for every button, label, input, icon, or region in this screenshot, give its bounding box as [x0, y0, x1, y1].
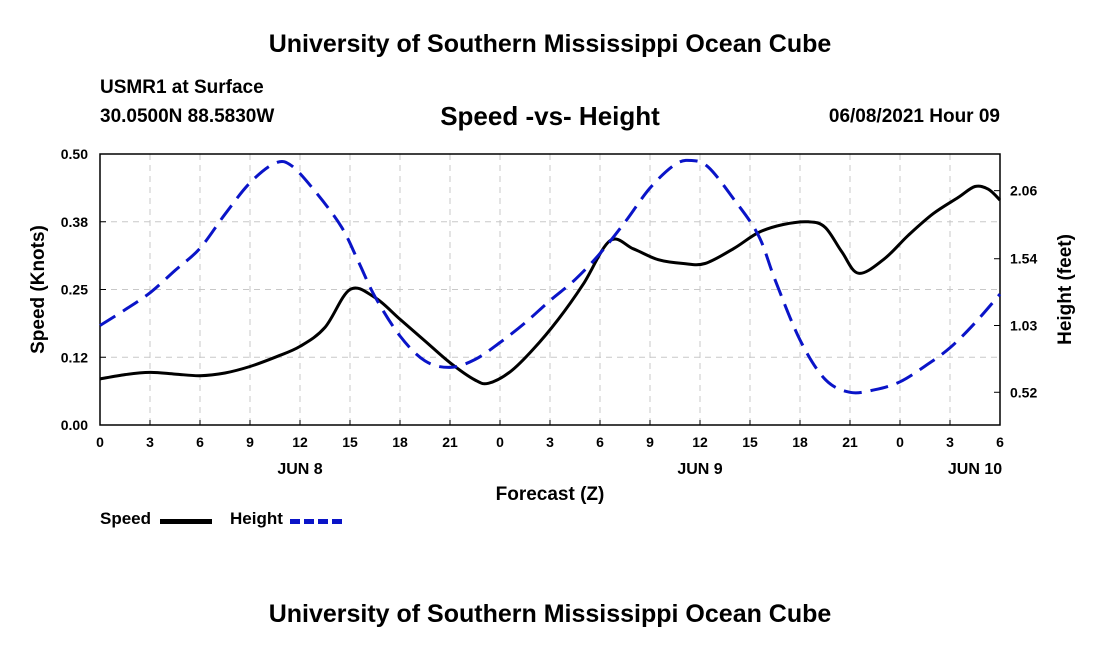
coordinates-label: 30.0500N 88.5830W: [100, 106, 275, 127]
x-tick-label: 0: [96, 434, 104, 450]
x-tick-label: 0: [896, 434, 904, 450]
y-tick-label: 0.50: [61, 146, 88, 162]
y2-tick-label: 0.52: [1010, 384, 1037, 400]
x-tick-label: 6: [196, 434, 204, 450]
station-label: USMR1 at Surface: [100, 77, 264, 98]
x-axis-label: Forecast (Z): [496, 484, 605, 505]
x-tick-label: 15: [342, 434, 358, 450]
y-axis-label: Speed (Knots): [28, 225, 49, 354]
speed-series-line: [99, 184, 1002, 386]
y-tick-label: 0.00: [61, 417, 88, 433]
x-tick-label: 0: [496, 434, 504, 450]
y2-tick-label: 1.54: [1010, 251, 1037, 267]
legend-speed-label: Speed: [100, 509, 152, 528]
speed-height-chart: 0 3 6 9 12 15 18 21 0 3 6 9 12 15 18 21 0 3 6 JUN 8 JUN 9 JUN…: [28, 146, 1076, 505]
page-title-top: University of Southern Mississippi Ocean…: [268, 30, 832, 58]
y2-axis-label: Height (feet): [1055, 234, 1076, 345]
legend-speed-line: [160, 519, 212, 524]
x-tick-label: 3: [546, 434, 554, 450]
forecast-datetime: 06/08/2021 Hour 09: [828, 106, 1000, 127]
legend-height-label: Height: [230, 509, 283, 528]
x-tick-label: 12: [692, 434, 708, 450]
x-tick-label: 6: [596, 434, 604, 450]
x-tick-label: 18: [792, 434, 808, 450]
date-label: JUN 9: [677, 461, 722, 478]
date-label: JUN 10: [948, 461, 1002, 478]
chart-title: Speed -vs- Height: [440, 101, 660, 131]
legend-height-line: [290, 519, 342, 524]
y-tick-label: 0.38: [61, 214, 88, 230]
x-tick-label: 21: [842, 434, 858, 450]
x-tick-label: 21: [442, 434, 458, 450]
x-tick-label: 12: [292, 434, 308, 450]
x-tick-label: 15: [742, 434, 758, 450]
page-title-bottom: University of Southern Mississippi Ocean…: [268, 600, 832, 628]
date-label: JUN 8: [277, 461, 322, 478]
x-tick-label: 18: [392, 434, 408, 450]
x-tick-label: 3: [146, 434, 154, 450]
x-tick-label: 9: [646, 434, 654, 450]
y-tick-label: 0.25: [61, 282, 88, 298]
height-series-line: [99, 158, 1002, 395]
x-tick-label: 6: [996, 434, 1004, 450]
x-tick-label: 9: [246, 434, 254, 450]
y-tick-label: 0.12: [61, 349, 88, 365]
x-tick-label: 3: [946, 434, 954, 450]
y2-tick-label: 2.06: [1010, 183, 1037, 199]
y2-tick-label: 1.03: [1010, 318, 1037, 334]
